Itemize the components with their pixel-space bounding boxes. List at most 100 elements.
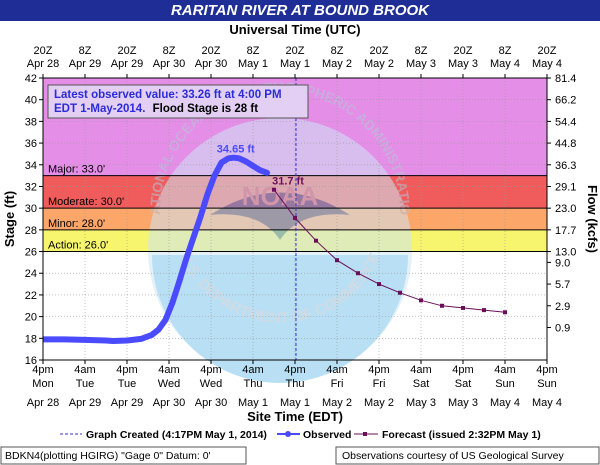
footer: BDKN4(plotting HGIRG) "Gage 0" Datum: 0'… <box>0 446 600 465</box>
footer-left-box <box>0 446 247 465</box>
left-tick-label: 32 <box>25 181 37 193</box>
forecast-point <box>314 238 318 243</box>
observed-point <box>163 317 168 323</box>
top-tick-time: 20Z <box>538 45 557 57</box>
bottom-tick-date: May 3 <box>448 397 478 409</box>
top-tick-time: 8Z <box>79 45 92 57</box>
top-tick-time: 8Z <box>415 45 428 57</box>
observed-point <box>212 173 217 179</box>
right-tick-label: 9.0 <box>555 257 570 269</box>
forecast-peak-label: 31.7 ft <box>272 176 304 188</box>
bottom-tick-day: Thu <box>286 378 305 390</box>
observed-point <box>243 159 249 165</box>
observed-point <box>226 155 231 161</box>
observed-point <box>250 163 256 169</box>
bottom-tick-date: May 4 <box>490 397 520 409</box>
latest-value-line1: Latest observed value: 33.26 ft at 4:00 … <box>54 89 282 101</box>
legend-forecast-marker <box>363 432 367 436</box>
footer-datum-text: BDKN4(plotting HGIRG) "Gage 0" Datum: 0' <box>5 450 211 462</box>
bottom-tick-time: 4pm <box>536 364 557 376</box>
legend: Graph Created (4:17PM May 1, 2014) Obser… <box>60 429 541 441</box>
bottom-tick-date: Apr 29 <box>111 397 143 409</box>
bottom-tick-day: Fri <box>331 378 344 390</box>
right-tick-label: 13.0 <box>555 247 576 259</box>
legend-created-label: Graph Created (4:17PM May 1, 2014) <box>86 429 267 441</box>
top-tick-time: 20Z <box>370 45 389 57</box>
bottom-tick-date: May 1 <box>280 397 310 409</box>
bottom-tick-date: May 2 <box>322 397 352 409</box>
bottom-tick-time: 4am <box>494 364 515 376</box>
top-tick-date: May 1 <box>280 58 310 70</box>
legend-observed-label: Observed <box>303 429 351 441</box>
top-tick-date: Apr 30 <box>153 58 185 70</box>
top-tick-date: May 2 <box>322 58 352 70</box>
top-tick-date: May 3 <box>448 58 478 70</box>
top-tick-date: Apr 29 <box>111 58 143 70</box>
left-tick-label: 20 <box>25 312 37 324</box>
top-tick-time: 20Z <box>454 45 473 57</box>
forecast-point <box>356 271 360 276</box>
right-tick-label: 17.7 <box>555 225 576 237</box>
left-axis-ticks: 16 18 20 22 24 26 28 30 32 34 36 38 40 42 <box>25 73 43 367</box>
right-tick-label: 2.9 <box>555 301 570 313</box>
top-tick-time: 20Z <box>118 45 137 57</box>
bottom-tick-time: 4pm <box>32 364 53 376</box>
flood-zone-labels: Major: 33.0' Moderate: 30.0' Minor: 28.0' A… <box>48 164 124 252</box>
top-tick-time: 8Z <box>163 45 176 57</box>
bottom-tick-day: Mon <box>32 378 53 390</box>
forecast-point <box>272 187 276 192</box>
legend-observed-marker <box>285 431 291 437</box>
left-tick-label: 40 <box>25 95 37 107</box>
left-tick-label: 34 <box>25 160 37 172</box>
observed-point <box>170 300 175 306</box>
top-tick-date: May 4 <box>532 58 562 70</box>
observed-point <box>231 155 237 161</box>
footer-credit-text: Observations courtesy of US Geological S… <box>342 450 565 462</box>
right-tick-label: 29.1 <box>555 181 576 193</box>
left-tick-label: 26 <box>25 247 37 259</box>
right-tick-label: 81.4 <box>555 73 576 85</box>
left-tick-label: 42 <box>25 73 37 85</box>
zone-label-minor: Minor: 28.0' <box>48 218 105 230</box>
bottom-tick-time: 4pm <box>200 364 221 376</box>
bottom-tick-time: 4am <box>74 364 95 376</box>
zone-label-moderate: Moderate: 30.0' <box>48 196 124 208</box>
bottom-tick-day: Sat <box>413 378 430 390</box>
bottom-tick-time: 4pm <box>452 364 473 376</box>
forecast-point <box>482 308 486 313</box>
right-tick-label: 66.2 <box>555 95 576 107</box>
observed-point <box>156 327 161 333</box>
right-tick-label: 44.8 <box>555 138 576 150</box>
right-tick-label: 54.4 <box>555 116 576 128</box>
observed-point <box>257 167 263 173</box>
zone-label-action: Action: 26.0' <box>48 240 108 252</box>
observed-point <box>149 332 154 338</box>
bottom-axis-title: Site Time (EDT) <box>247 409 343 424</box>
bottom-tick-date: May 1 <box>238 397 268 409</box>
top-tick-time: 20Z <box>202 45 221 57</box>
top-tick-time: 8Z <box>331 45 344 57</box>
bottom-tick-date: May 3 <box>406 397 436 409</box>
observed-point <box>219 160 224 166</box>
bottom-tick-time: 4pm <box>284 364 305 376</box>
bottom-axis-ticks: 4pm Mon Apr 28 4am Tue Apr 29 4pm Tue Apr 29 4am W… <box>27 360 562 409</box>
latest-value-line2: EDT 1-May-2014. Flood Stage is 28 ft <box>54 103 258 115</box>
left-tick-label: 28 <box>25 225 37 237</box>
top-tick-time: 20Z <box>34 45 53 57</box>
forecast-point <box>419 298 423 303</box>
top-tick-date: May 1 <box>238 58 268 70</box>
bottom-tick-day: Tue <box>118 378 137 390</box>
right-tick-label: 36.3 <box>555 160 576 172</box>
bottom-tick-time: 4pm <box>368 364 389 376</box>
chart-grid <box>43 78 547 360</box>
top-tick-time: 20Z <box>286 45 305 57</box>
bottom-tick-date: Apr 30 <box>195 397 227 409</box>
right-axis-title: Flow (kcfs) <box>585 185 600 253</box>
bottom-tick-time: 4am <box>326 364 347 376</box>
observed-point <box>61 336 67 342</box>
observed-point <box>124 337 130 343</box>
right-tick-label: 0.9 <box>555 322 570 334</box>
observed-point <box>103 337 109 343</box>
